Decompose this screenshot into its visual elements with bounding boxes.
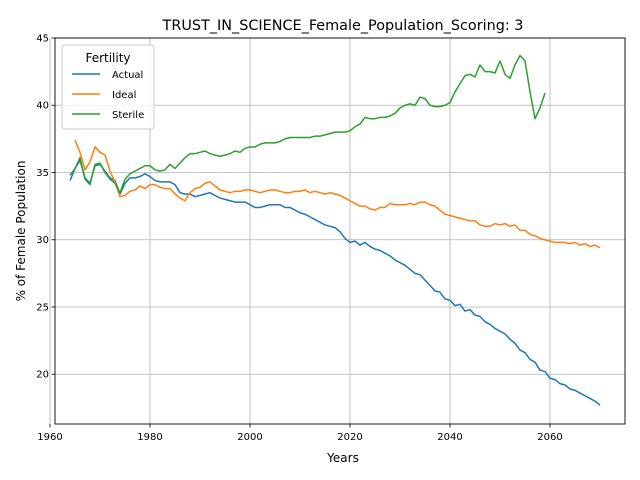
series-line-sterile xyxy=(69,54,546,194)
x-tick-label: 2020 xyxy=(337,432,362,443)
x-tick-label: 2000 xyxy=(237,432,262,443)
legend: Fertility Actual Ideal Sterile xyxy=(61,44,155,130)
y-axis: 20 25 30 35 40 45 xyxy=(36,34,55,381)
y-tick-label: 30 xyxy=(36,235,49,246)
legend-entries: Actual Ideal Sterile xyxy=(72,70,144,121)
x-tick-label: 2040 xyxy=(437,432,462,443)
legend-label-actual: Actual xyxy=(112,70,143,81)
series-layer xyxy=(69,54,601,406)
x-tick-label: 1980 xyxy=(137,432,162,443)
legend-label-sterile: Sterile xyxy=(112,110,144,121)
series-line-ideal xyxy=(74,139,601,249)
x-tick-label: 2060 xyxy=(537,432,562,443)
legend-frame xyxy=(61,44,155,130)
y-axis-label: % of Female Population xyxy=(14,161,28,302)
legend-title: Fertility xyxy=(85,51,130,65)
x-axis-label: Years xyxy=(326,451,359,465)
x-tick-label: 1960 xyxy=(37,432,62,443)
legend-label-ideal: Ideal xyxy=(112,90,136,101)
series-line-actual xyxy=(69,159,601,406)
y-tick-label: 40 xyxy=(36,101,49,112)
y-tick-label: 20 xyxy=(36,370,49,381)
y-tick-label: 35 xyxy=(36,168,49,179)
chart-title: TRUST_IN_SCIENCE_Female_Population_Scori… xyxy=(162,18,524,34)
y-tick-label: 45 xyxy=(36,34,49,45)
y-tick-label: 25 xyxy=(36,302,49,313)
plot-frame xyxy=(54,37,626,425)
x-axis: 1960 1980 2000 2020 2040 2060 xyxy=(37,424,563,443)
